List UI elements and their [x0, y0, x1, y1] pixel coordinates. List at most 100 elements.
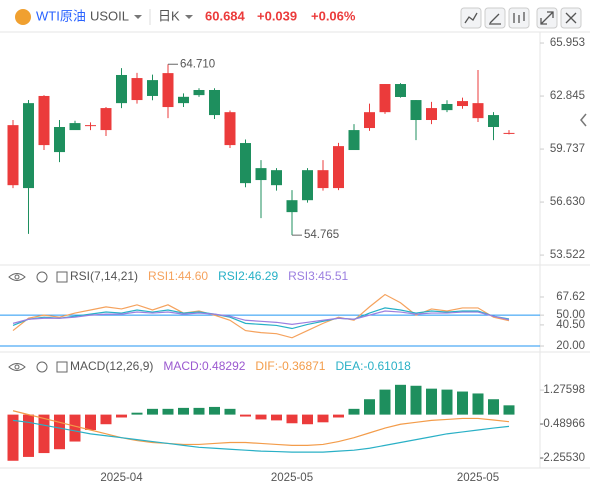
candle-body	[147, 80, 158, 96]
candle-body	[69, 123, 81, 131]
y-tick-label: 50.00	[556, 309, 585, 321]
macd-bar	[441, 389, 453, 415]
dropdown-icon[interactable]	[185, 15, 193, 19]
macd-bar	[410, 385, 422, 415]
candle-body	[23, 103, 34, 189]
x-tick-label: 2025-05	[271, 472, 313, 484]
macd-bar	[488, 399, 499, 415]
price-change: +0.039	[257, 8, 297, 23]
glyph	[513, 12, 525, 23]
y-tick-label: 62.845	[550, 90, 585, 102]
candle-body	[410, 100, 422, 121]
macd-bar	[23, 414, 34, 457]
macd-bar	[116, 414, 127, 418]
candle-body	[131, 78, 143, 101]
period[interactable]: 日K	[158, 8, 180, 23]
expand-icon[interactable]	[56, 361, 68, 373]
candle-body	[209, 89, 220, 116]
glyph	[540, 11, 554, 25]
y-tick-label: 56.630	[550, 196, 585, 208]
indicator-title: RSI(7,14,21)	[70, 269, 138, 283]
rsi-line	[12, 310, 510, 326]
expand-icon[interactable]	[56, 271, 68, 283]
y-tick-label: 1.27598	[543, 384, 585, 396]
y-tick-label: 65.953	[550, 37, 585, 49]
rsi-icons	[8, 271, 68, 373]
x-tick-label: 2025-05	[457, 472, 499, 484]
candle-body	[472, 103, 484, 119]
eye-icon[interactable]	[8, 363, 26, 371]
eye-icon	[14, 274, 20, 280]
collapse-arrow[interactable]	[580, 113, 587, 127]
candle-body	[317, 170, 329, 189]
macd-bar	[178, 407, 189, 415]
candle-body	[441, 103, 453, 111]
y-tick-label: 59.737	[550, 143, 585, 155]
macd-bar	[162, 408, 174, 415]
macd-bar	[147, 408, 158, 415]
settings-icon[interactable]	[36, 361, 48, 373]
candle-body	[457, 101, 468, 107]
candle-body	[364, 112, 375, 129]
x-tick-label: 2025-04	[100, 472, 143, 484]
macd-bar	[426, 388, 437, 415]
macd-bar	[240, 414, 251, 417]
macd-bar	[364, 399, 375, 415]
macd-bar	[85, 414, 96, 430]
y-tick-label: -2.25530	[540, 452, 585, 464]
macd-bar	[317, 414, 329, 423]
candle-body	[100, 108, 112, 131]
legend-entry: MACD:0.48292	[163, 359, 245, 373]
macd-bar	[38, 414, 50, 454]
macd-bar	[7, 414, 19, 461]
candle-body	[240, 143, 251, 184]
legend-entry: RSI2:46.29	[218, 269, 278, 283]
indicator-title: MACD(12,26,9)	[70, 359, 153, 373]
candle-body	[54, 127, 65, 153]
candle-body	[333, 146, 344, 189]
macd-bar	[333, 414, 344, 418]
eye-icon[interactable]	[8, 273, 26, 281]
percent-change: +0.06%	[311, 8, 356, 23]
candle-body	[178, 96, 189, 104]
candle-body	[116, 74, 127, 104]
macd-bar	[100, 414, 112, 425]
macd-bar	[348, 408, 360, 415]
glyph	[464, 12, 478, 24]
macd-bar	[69, 414, 81, 442]
min-label: 54.765	[304, 229, 339, 241]
y-tick-label: -0.48966	[540, 418, 585, 430]
eye-icon	[14, 364, 20, 370]
macd-bar	[457, 391, 468, 415]
toolbar-glyphs	[464, 11, 577, 25]
macd-bar	[255, 414, 267, 420]
macd-bar	[302, 414, 313, 425]
y-tick-label: 20.00	[556, 340, 585, 352]
candle-body	[271, 170, 282, 186]
macd-bar	[286, 414, 298, 424]
macd-bar	[395, 384, 406, 415]
toolbar	[460, 7, 582, 29]
glyph	[565, 12, 577, 24]
macd-line	[12, 410, 510, 446]
macd-bar	[472, 393, 484, 415]
rsi-line	[12, 293, 510, 339]
dropdown-icon[interactable]	[134, 15, 142, 19]
glyph	[489, 13, 501, 25]
settings-icon[interactable]	[36, 271, 48, 283]
macd-bar	[54, 414, 65, 450]
candle-body	[224, 112, 236, 146]
macd-bar	[379, 389, 391, 415]
macd-bar	[503, 405, 515, 415]
symbol-icon	[15, 9, 31, 25]
candle-body	[255, 168, 267, 181]
candle-body	[193, 89, 205, 96]
y-tick-label: 40.50	[556, 319, 585, 331]
legend-entry: DEA:-0.61018	[335, 359, 411, 373]
candle-body	[395, 84, 406, 97]
candle-body	[488, 115, 499, 128]
legend-entry: DIF:-0.36871	[255, 359, 325, 373]
candle-body	[379, 84, 391, 113]
symbol-name[interactable]: WTI原油	[36, 8, 86, 23]
